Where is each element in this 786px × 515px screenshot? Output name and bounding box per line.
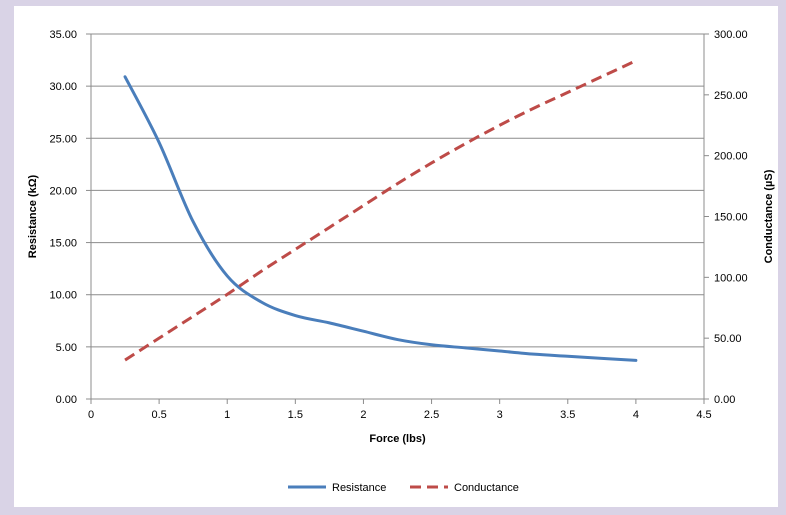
x-axis-label: Force (lbs) [369,433,426,445]
legend-label: Conductance [454,482,519,494]
y-left-tick-label: 15.00 [49,238,77,250]
x-tick-label: 0 [88,409,94,421]
y-right-tick-label: 150.00 [714,212,748,224]
series-line-resistance [123,75,638,362]
y-right-tick-label: 50.00 [714,333,742,345]
tick-labels: 0.005.0010.0015.0020.0025.0030.0035.000.… [49,29,747,421]
y-left-tick-label: 10.00 [49,290,77,302]
y-left-tick-label: 0.00 [56,394,77,406]
y-left-tick-label: 20.00 [49,185,77,197]
y-right-tick-label: 300.00 [714,29,748,41]
y-right-tick-label: 100.00 [714,272,748,284]
legend-item-conductance: Conductance [410,482,519,494]
series-line-conductance [124,59,637,362]
series-layer [123,59,638,362]
gridlines [91,33,704,400]
y-right-tick-label: 250.00 [714,90,748,102]
line-chart: 0.005.0010.0015.0020.0025.0030.0035.000.… [27,29,775,494]
legend-item-resistance: Resistance [288,482,386,494]
x-tick-label: 1 [224,409,230,421]
y-right-tick-label: 0.00 [714,394,735,406]
y-left-tick-label: 5.00 [56,342,77,354]
legend-label: Resistance [332,482,386,494]
y-left-tick-label: 30.00 [49,81,77,93]
y-axis-left-label: Resistance (kΩ) [27,174,39,258]
y-left-tick-label: 35.00 [49,29,77,41]
x-tick-label: 2.5 [424,409,439,421]
x-tick-label: 2 [360,409,366,421]
y-right-tick-label: 200.00 [714,151,748,163]
y-axis-right-label: Conductance (µS) [763,169,775,263]
x-tick-label: 0.5 [151,409,166,421]
x-tick-label: 1.5 [288,409,303,421]
chart-panel: 0.00 5.00 10.00 15.00 20.00 25.00 30.00 35.00 0.… [14,6,778,507]
x-tick-label: 3.5 [560,409,575,421]
legend: Resistance Conductance [288,482,519,494]
x-tick-label: 4.5 [696,409,711,421]
y-left-tick-label: 25.00 [49,133,77,145]
x-tick-label: 4 [633,409,639,421]
x-tick-label: 3 [497,409,503,421]
plot-area [90,34,705,400]
